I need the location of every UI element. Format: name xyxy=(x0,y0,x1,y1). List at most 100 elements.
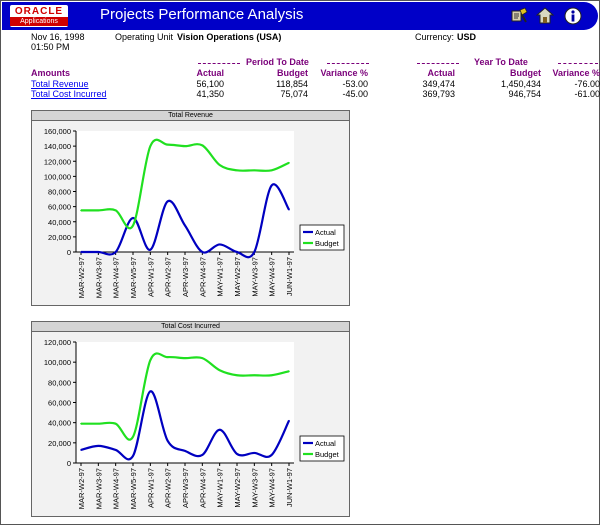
y-tick-label: 0 xyxy=(67,248,71,257)
home-icon[interactable] xyxy=(536,7,554,25)
data-point-actual xyxy=(218,428,221,431)
page-title: Projects Performance Analysis xyxy=(100,6,304,23)
chart-total-cost-incurred: Total Cost Incurred 0 20,000 40,000 60,000 8… xyxy=(31,321,350,517)
data-point-actual xyxy=(184,450,186,452)
data-point-budget xyxy=(80,422,82,425)
data-point-actual xyxy=(114,449,117,451)
chart-svg: 0 20,000 40,000 60,000 80,000 100,000 120,000 M… xyxy=(44,338,345,509)
data-point-actual xyxy=(253,251,256,253)
y-tick-label: 20,000 xyxy=(48,233,71,242)
table-cell: -61.00 xyxy=(574,89,600,99)
ptd-group-header: Period To Date xyxy=(246,57,309,67)
data-point-budget xyxy=(288,161,290,164)
data-point-budget xyxy=(253,169,256,172)
data-point-budget xyxy=(253,374,256,377)
data-point-actual xyxy=(236,453,238,455)
x-tick-label: MAY-W2-97 xyxy=(233,468,242,508)
y-tick-label: 100,000 xyxy=(44,172,71,181)
y-tick-label: 40,000 xyxy=(48,218,71,227)
legend-box xyxy=(299,224,345,251)
chart-svg: 0 20,000 40,000 60,000 80,000 100,000 120,000 1… xyxy=(44,127,345,298)
y-tick-label: 40,000 xyxy=(48,419,71,428)
legend-label-budget: Budget xyxy=(315,450,340,459)
chart-total-revenue: Total Revenue 0 20,000 40,000 60,000 80,000 1… xyxy=(31,110,350,306)
data-point-budget xyxy=(149,145,152,147)
data-point-actual xyxy=(114,251,117,253)
table-cell: 946,754 xyxy=(508,89,541,99)
flashlight-icon[interactable] xyxy=(510,7,528,25)
data-point-actual xyxy=(132,455,134,457)
data-point-actual xyxy=(97,445,100,447)
data-point-actual xyxy=(270,454,273,456)
data-point-actual xyxy=(288,208,290,211)
col-header-ptd-actual: Actual xyxy=(196,68,224,78)
ytd-dash-left xyxy=(417,63,459,64)
data-point-actual xyxy=(218,243,221,246)
x-tick-label: APR-W3-97 xyxy=(181,257,190,297)
y-tick-label: 80,000 xyxy=(48,188,71,197)
y-tick-label: 120,000 xyxy=(44,157,71,166)
x-tick-label: MAY-W3-97 xyxy=(250,468,259,508)
legend-label-actual: Actual xyxy=(315,439,336,448)
data-point-actual xyxy=(201,251,204,253)
x-tick-label: MAY-W1-97 xyxy=(216,257,225,297)
x-tick-label: APR-W2-97 xyxy=(164,257,173,297)
ytd-dash-right xyxy=(558,63,598,64)
data-point-actual xyxy=(149,390,152,393)
data-point-actual xyxy=(201,454,204,456)
data-point-budget xyxy=(97,422,100,425)
y-tick-label: 160,000 xyxy=(44,127,71,136)
table-cell: 56,100 xyxy=(196,79,224,89)
col-header-ytd-actual: Actual xyxy=(427,68,455,78)
x-tick-label: MAR-W3-97 xyxy=(94,257,103,298)
row-label-total-cost-incurred[interactable]: Total Cost Incurred xyxy=(31,89,107,99)
x-tick-label: MAY-W2-97 xyxy=(233,257,242,297)
data-point-budget xyxy=(149,359,152,361)
logo-applications-text: Applications xyxy=(10,17,68,26)
col-header-ytd-budget: Budget xyxy=(510,68,541,78)
data-point-budget xyxy=(166,356,169,358)
data-point-budget xyxy=(236,169,238,172)
amounts-header: Amounts xyxy=(31,68,70,78)
data-point-actual xyxy=(236,251,238,253)
data-point-budget xyxy=(270,169,273,172)
data-point-actual xyxy=(166,440,169,442)
x-tick-label: APR-W1-97 xyxy=(146,257,155,297)
data-point-budget xyxy=(218,369,221,372)
data-point-actual xyxy=(149,248,152,251)
x-tick-label: MAR-W5-97 xyxy=(129,468,138,509)
data-point-actual xyxy=(270,184,273,187)
table-cell: 369,793 xyxy=(422,89,455,99)
x-tick-label: MAY-W3-97 xyxy=(250,257,259,297)
data-point-actual xyxy=(80,449,82,451)
row-label-total-revenue[interactable]: Total Revenue xyxy=(31,79,89,89)
report-date: Nov 16, 1998 xyxy=(31,32,85,42)
ytd-group-header: Year To Date xyxy=(474,57,528,67)
table-cell: -76.00 xyxy=(574,79,600,89)
currency-value: USD xyxy=(457,32,477,42)
x-tick-label: JUN-W1-97 xyxy=(285,257,294,296)
data-point-budget xyxy=(97,209,100,212)
info-icon[interactable] xyxy=(564,7,582,25)
plot-area xyxy=(76,131,294,252)
operating-unit-label: Operating Unit xyxy=(115,32,174,42)
col-header-ptd-variance: Variance % xyxy=(320,68,368,78)
x-tick-label: APR-W3-97 xyxy=(181,468,190,508)
ptd-dash-right xyxy=(327,63,369,64)
table-cell: 1,450,434 xyxy=(500,79,541,89)
logo-oracle-text: ORACLE xyxy=(14,6,64,17)
table-cell: 75,074 xyxy=(280,89,308,99)
data-point-budget xyxy=(201,144,204,147)
x-tick-label: APR-W4-97 xyxy=(198,257,207,297)
data-point-budget xyxy=(184,357,186,359)
data-point-budget xyxy=(184,145,186,147)
col-header-ptd-budget: Budget xyxy=(277,68,308,78)
table-cell: 118,854 xyxy=(276,79,308,89)
x-tick-label: MAY-W4-97 xyxy=(268,468,277,508)
data-point-budget xyxy=(80,209,82,212)
col-header-ytd-variance: Variance % xyxy=(552,68,600,78)
data-point-actual xyxy=(166,200,169,203)
chart-title: Total Revenue xyxy=(32,111,349,121)
y-tick-label: 80,000 xyxy=(48,378,71,387)
data-point-actual xyxy=(288,419,290,422)
